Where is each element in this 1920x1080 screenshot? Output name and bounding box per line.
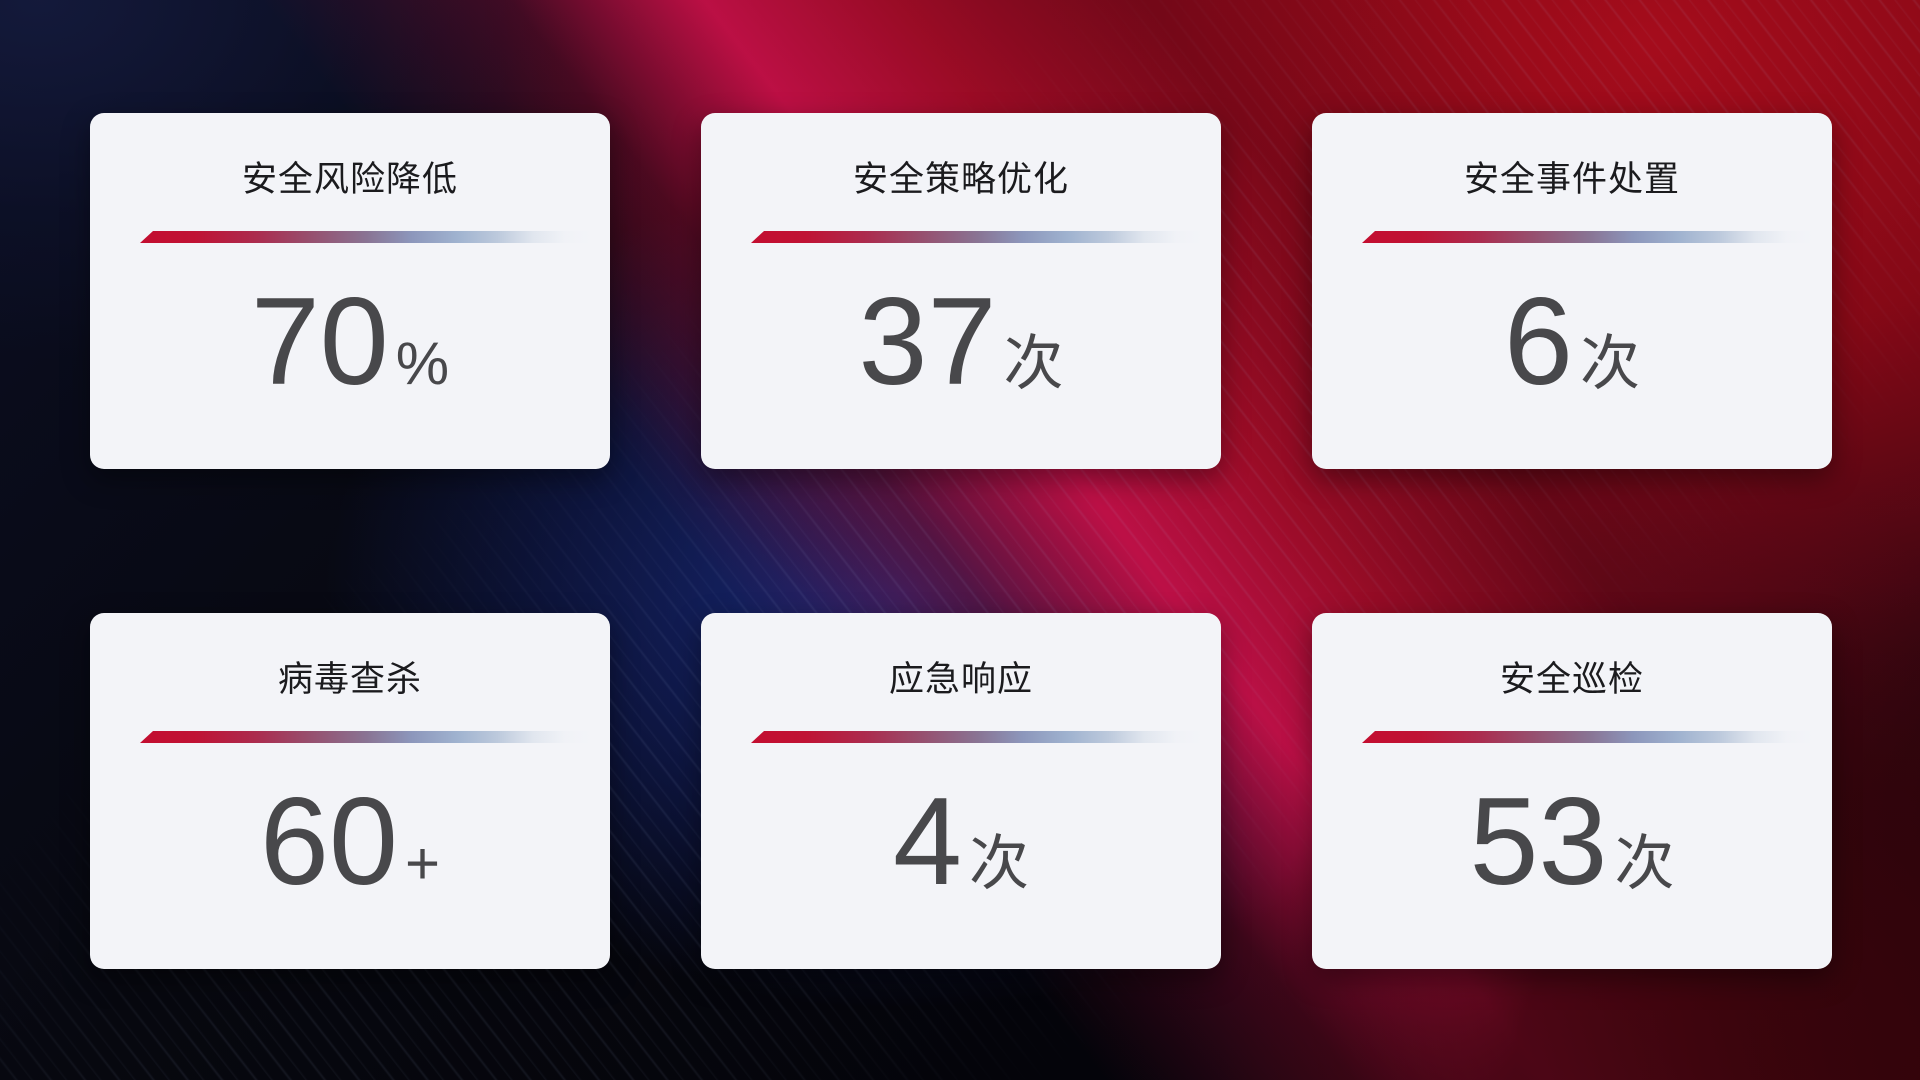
card-value: 37 xyxy=(858,273,997,411)
card-unit: 次 xyxy=(1003,330,1064,397)
card-divider xyxy=(751,731,1203,743)
card-divider xyxy=(1362,231,1814,243)
stat-card-security-inspection: 安全巡检 53 次 xyxy=(1312,613,1832,969)
card-divider xyxy=(140,231,592,243)
card-title: 安全策略优化 xyxy=(852,160,1069,199)
card-title: 安全事件处置 xyxy=(1463,160,1680,199)
card-value-row: 6 次 xyxy=(1504,277,1640,407)
stat-card-security-incident-handling: 安全事件处置 6 次 xyxy=(1312,113,1832,469)
card-unit: 次 xyxy=(1579,330,1640,397)
stats-grid: 安全风险降低 70 % 安全策略优化 37 次 安全事件处置 6 次 病毒查 xyxy=(90,113,1832,969)
stat-card-emergency-response: 应急响应 4 次 xyxy=(701,613,1221,969)
card-value-row: 60 + xyxy=(260,777,440,907)
card-divider xyxy=(751,231,1203,243)
stat-card-security-risk-reduction: 安全风险降低 70 % xyxy=(90,113,610,469)
card-value-row: 70 % xyxy=(251,277,449,407)
card-value: 70 xyxy=(250,273,389,411)
card-title: 应急响应 xyxy=(888,660,1033,699)
card-value: 53 xyxy=(1469,773,1608,911)
card-value: 4 xyxy=(893,773,962,911)
card-unit: 次 xyxy=(1614,830,1675,897)
card-unit: % xyxy=(395,330,450,397)
card-value-row: 53 次 xyxy=(1470,777,1675,907)
card-title: 安全巡检 xyxy=(1499,660,1644,699)
card-value-row: 37 次 xyxy=(859,277,1064,407)
card-divider xyxy=(140,731,592,743)
card-unit: + xyxy=(404,830,440,897)
card-unit: 次 xyxy=(968,830,1029,897)
stat-card-virus-scan: 病毒查杀 60 + xyxy=(90,613,610,969)
card-title: 安全风险降低 xyxy=(241,160,458,199)
card-title: 病毒查杀 xyxy=(277,660,422,699)
card-value: 60 xyxy=(260,773,398,911)
stat-card-security-policy-optimization: 安全策略优化 37 次 xyxy=(701,113,1221,469)
card-value: 6 xyxy=(1504,273,1573,411)
card-value-row: 4 次 xyxy=(893,777,1029,907)
card-divider xyxy=(1362,731,1814,743)
